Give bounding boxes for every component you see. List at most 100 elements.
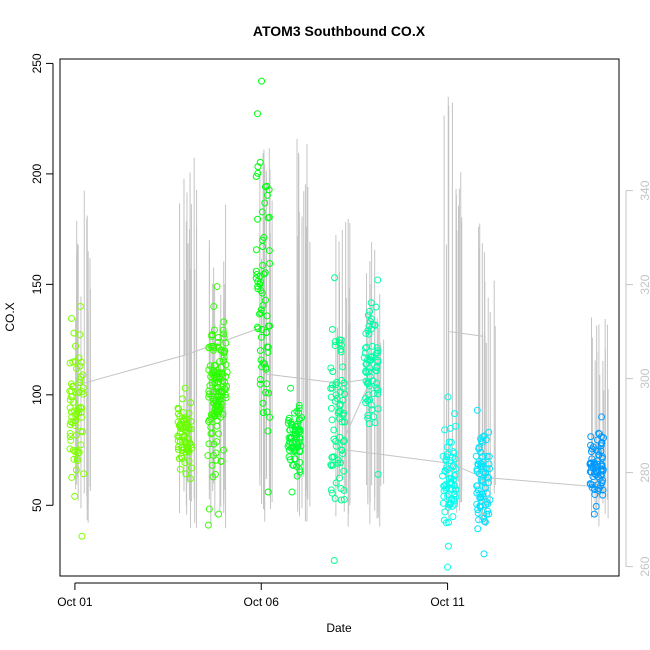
data-point xyxy=(259,399,267,407)
data-point xyxy=(258,326,266,334)
data-point xyxy=(477,448,485,456)
data-point xyxy=(210,326,218,334)
data-point xyxy=(259,243,267,251)
data-point xyxy=(450,449,458,457)
data-point xyxy=(591,485,599,493)
data-point xyxy=(213,283,221,291)
data-point xyxy=(182,424,190,432)
data-point xyxy=(330,426,338,434)
data-point xyxy=(374,276,382,284)
data-point xyxy=(212,385,220,393)
data-point xyxy=(285,434,293,442)
data-point xyxy=(71,407,79,415)
data-point xyxy=(485,453,493,461)
data-point xyxy=(587,433,595,441)
data-point xyxy=(256,272,264,280)
data-point xyxy=(592,463,600,471)
data-point xyxy=(374,347,382,355)
data-point xyxy=(187,444,195,452)
data-point xyxy=(214,378,222,386)
data-point xyxy=(368,342,376,350)
data-point xyxy=(336,474,344,482)
data-point xyxy=(187,464,195,472)
data-point xyxy=(66,432,74,440)
secondary-spike-group xyxy=(478,223,496,526)
data-point xyxy=(209,473,217,481)
data-point xyxy=(215,510,223,518)
data-point xyxy=(368,406,376,414)
data-point xyxy=(205,390,213,398)
data-point xyxy=(480,432,488,440)
data-point xyxy=(212,374,220,382)
data-point xyxy=(254,215,262,223)
data-point xyxy=(592,502,600,510)
data-point xyxy=(473,465,481,473)
data-point xyxy=(328,325,336,333)
data-point xyxy=(71,422,79,430)
data-point xyxy=(293,407,301,415)
data-point xyxy=(329,381,337,389)
data-point xyxy=(362,399,370,407)
data-point xyxy=(340,436,348,444)
data-point xyxy=(75,354,83,362)
data-point xyxy=(484,479,492,487)
data-point xyxy=(74,389,82,397)
data-point xyxy=(298,414,306,422)
data-point xyxy=(67,436,75,444)
data-point xyxy=(175,405,183,413)
data-point xyxy=(254,110,262,118)
data-point xyxy=(288,443,296,451)
data-point xyxy=(262,389,270,397)
data-point xyxy=(597,440,605,448)
data-point xyxy=(220,318,228,326)
data-point xyxy=(328,462,336,470)
point-cluster xyxy=(66,302,88,540)
data-point xyxy=(372,303,380,311)
data-point xyxy=(263,408,271,416)
data-point xyxy=(338,418,346,426)
data-point xyxy=(219,410,227,418)
data-point xyxy=(450,495,458,503)
data-point xyxy=(330,435,338,443)
data-point xyxy=(76,362,84,370)
data-point xyxy=(595,430,603,438)
data-point xyxy=(327,404,335,412)
data-point xyxy=(257,306,265,314)
data-point xyxy=(373,379,381,387)
data-point xyxy=(327,486,335,494)
data-point xyxy=(327,461,335,469)
data-point xyxy=(599,491,607,499)
data-point xyxy=(288,421,296,429)
data-point xyxy=(257,333,265,341)
data-point xyxy=(332,391,340,399)
data-point xyxy=(328,489,336,497)
data-point xyxy=(284,419,292,427)
data-point xyxy=(483,489,491,497)
data-point xyxy=(209,342,217,350)
data-point xyxy=(77,373,85,381)
data-point xyxy=(590,510,598,518)
data-point xyxy=(70,455,78,463)
data-point xyxy=(259,359,267,367)
data-point xyxy=(292,426,300,434)
data-point xyxy=(180,433,188,441)
data-point xyxy=(599,465,607,473)
data-point xyxy=(67,408,75,416)
data-point xyxy=(73,447,81,455)
data-point xyxy=(256,158,264,166)
data-point xyxy=(266,413,274,421)
data-point xyxy=(210,440,218,448)
data-point xyxy=(597,447,605,455)
data-point xyxy=(592,468,600,476)
data-point xyxy=(296,448,304,456)
data-point xyxy=(328,384,336,392)
data-point xyxy=(372,367,380,375)
data-point xyxy=(266,259,274,267)
data-point xyxy=(366,307,374,315)
data-point xyxy=(204,452,212,460)
data-point xyxy=(475,470,483,478)
data-point xyxy=(70,398,78,406)
data-point xyxy=(448,485,456,493)
data-point xyxy=(341,418,349,426)
secondary-series xyxy=(74,96,609,529)
